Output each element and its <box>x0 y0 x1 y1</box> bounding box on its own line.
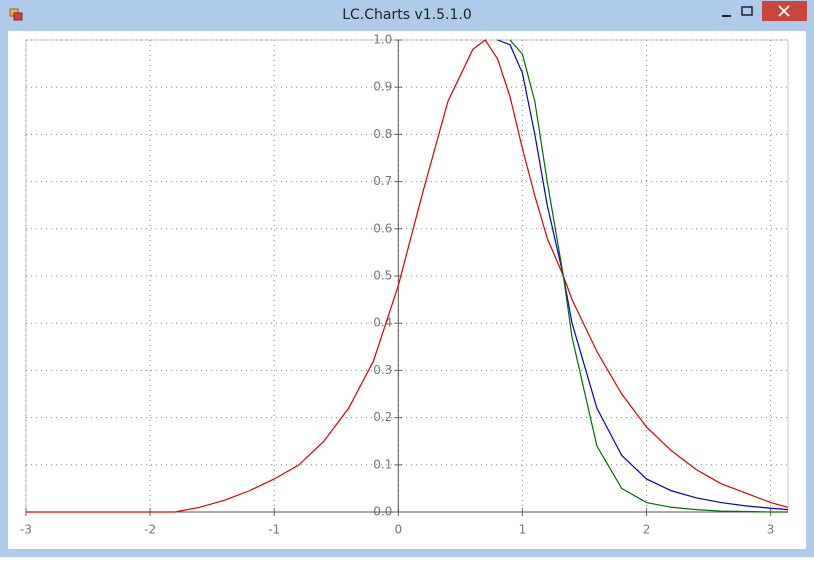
close-icon <box>778 5 790 17</box>
window-title: LC.Charts v1.5.1.0 <box>342 7 472 23</box>
x-tick-label: 3 <box>767 523 775 537</box>
y-tick-label: 0.9 <box>373 80 392 94</box>
line-series <box>509 39 788 513</box>
y-tick-label: 0.7 <box>373 174 392 188</box>
y-tick-label: 0.8 <box>373 127 392 141</box>
x-tick-label: 1 <box>519 523 527 537</box>
y-tick-label: 0.4 <box>373 316 392 330</box>
x-tick-label: -2 <box>144 523 156 537</box>
app-icon <box>13 12 23 21</box>
x-tick-label: -3 <box>20 523 32 537</box>
plot: 0.00.10.20.30.40.50.60.70.80.91.0-3 -2 -1 0… <box>20 33 789 537</box>
x-tick-label: -1 <box>268 523 280 537</box>
x-tick-label: 0 <box>394 523 402 537</box>
y-tick-label: 1.0 <box>373 33 392 47</box>
line-series <box>26 39 789 513</box>
y-tick-label: 0.6 <box>373 221 392 235</box>
x-tick-label: 2 <box>643 523 651 537</box>
line-series <box>497 39 789 511</box>
y-tick-label: 0.5 <box>373 269 392 283</box>
y-tick-label: 0.1 <box>373 457 392 471</box>
y-tick-label: 0.3 <box>373 363 392 377</box>
y-tick-label: 0.2 <box>373 410 392 424</box>
maximize-button[interactable] <box>741 6 753 16</box>
